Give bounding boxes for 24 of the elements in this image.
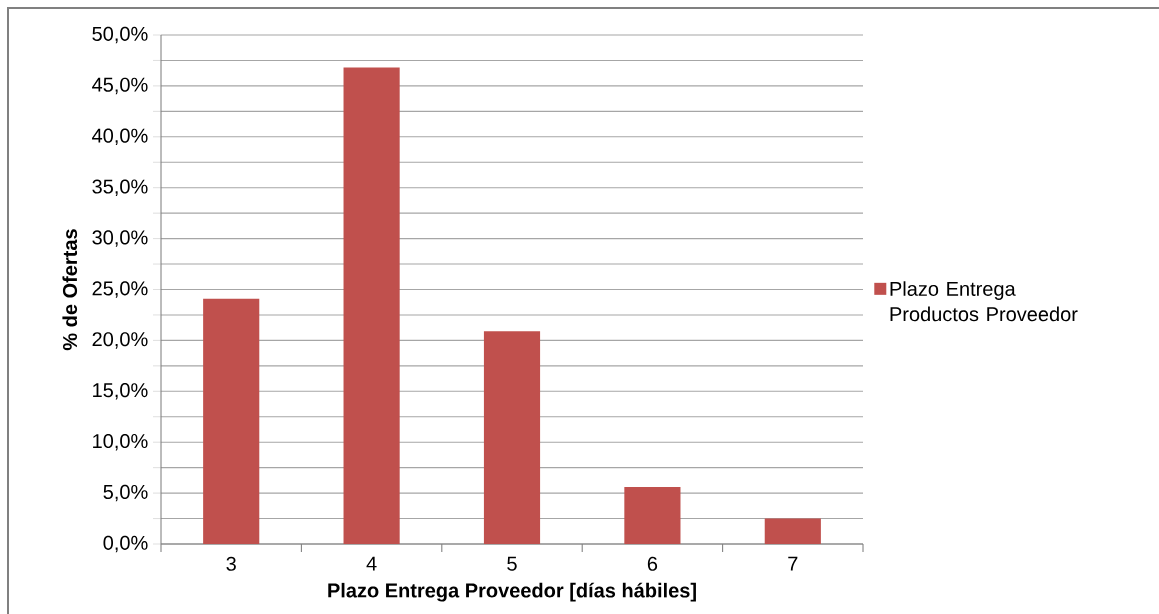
y-tick-label: 40,0% — [92, 128, 148, 146]
bar — [764, 518, 821, 544]
y-tick-label: 10,0% — [93, 433, 148, 451]
x-tick-label: 6 — [647, 556, 658, 571]
y-tick-label: 50,0% — [92, 26, 148, 44]
x-tick-label: 4 — [366, 556, 377, 571]
y-tick-label: 30,0% — [92, 230, 148, 247]
y-tick-label: 45,0% — [92, 77, 148, 95]
x-tick-label: 5 — [507, 556, 517, 571]
legend-label: Plazo Entrega Productos Proveedor — [890, 281, 1078, 322]
x-tick-label: 7 — [788, 556, 798, 571]
y-tick-label: 20,0% — [92, 332, 148, 349]
bar — [483, 331, 541, 544]
x-axis-title: Plazo Entrega Proveedor [días hábiles] — [328, 582, 696, 602]
x-tick-label: 3 — [226, 556, 236, 571]
y-axis-title: % de Ofertas — [62, 229, 78, 351]
y-tick-label: 15,0% — [93, 383, 148, 400]
bar — [624, 486, 681, 544]
bar — [343, 67, 400, 544]
y-tick-label: 5,0% — [103, 484, 148, 502]
y-tick-label: 0,0% — [103, 535, 148, 553]
y-tick-label: 25,0% — [92, 281, 148, 298]
y-tick-label: 35,0% — [92, 179, 148, 196]
bar — [203, 298, 260, 544]
